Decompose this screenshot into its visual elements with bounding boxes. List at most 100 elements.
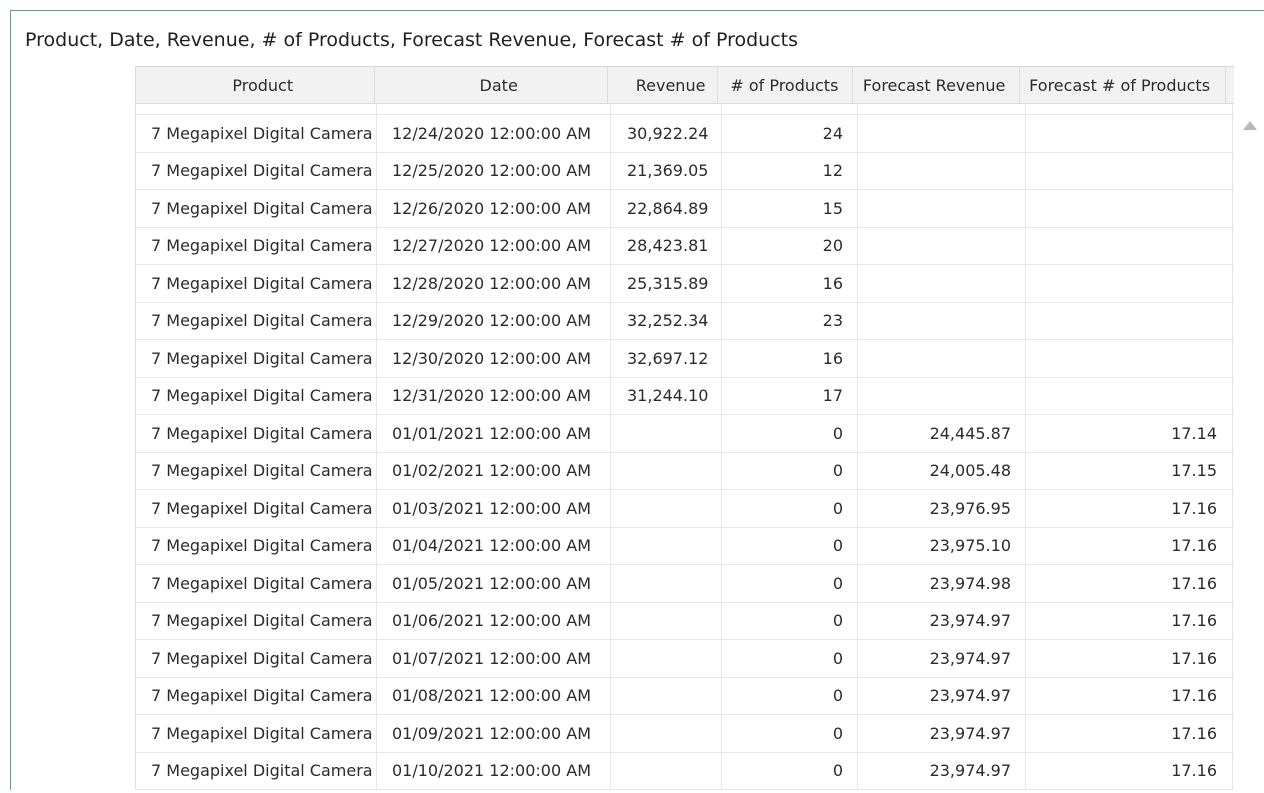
cell-date: 01/07/2021 12:00:00 AM (377, 640, 611, 677)
cell-date: 12/25/2020 12:00:00 AM (377, 152, 611, 189)
cell-revenue (611, 565, 722, 602)
cell-date: 12/27/2020 12:00:00 AM (377, 227, 611, 264)
cell-num-products: 0 (722, 602, 858, 639)
cell-revenue (611, 752, 722, 789)
cell-product: 7 Megapixel Digital Camera (136, 302, 377, 339)
cell-revenue (611, 527, 722, 564)
cell-forecast-num-products: 17.16 (1026, 565, 1233, 602)
cell-num-products: 20 (722, 227, 858, 264)
cell-forecast-revenue: 24,445.87 (858, 415, 1026, 452)
cell-forecast-revenue: 23,975.10 (858, 527, 1026, 564)
cell-date: 12/31/2020 12:00:00 AM (377, 377, 611, 414)
cell-num-products: 0 (722, 715, 858, 752)
cell-num-products: 0 (722, 527, 858, 564)
cell-product: 7 Megapixel Digital Camera (136, 340, 377, 377)
cell-revenue (611, 640, 722, 677)
cell-date: 12/29/2020 12:00:00 AM (377, 302, 611, 339)
cell-forecast-revenue (858, 190, 1026, 227)
cell-date: 01/06/2021 12:00:00 AM (377, 602, 611, 639)
cell-num-products: 16 (722, 265, 858, 302)
table-row[interactable]: 7 Megapixel Digital Camera 01/01/2021 12:… (135, 415, 1234, 453)
table-row[interactable]: 7 Megapixel Digital Camera 01/08/2021 12:… (135, 677, 1234, 715)
table-row[interactable]: 7 Megapixel Digital Camera 01/04/2021 12:… (135, 527, 1234, 565)
cell-date: 01/08/2021 12:00:00 AM (377, 677, 611, 714)
cell-product: 7 Megapixel Digital Camera (136, 115, 377, 152)
cell-date: 01/03/2021 12:00:00 AM (377, 490, 611, 527)
table-row[interactable]: 7 Megapixel Digital Camera 12/27/2020 12:… (135, 227, 1234, 265)
table-row[interactable]: 7 Megapixel Digital Camera 12/30/2020 12:… (135, 340, 1234, 378)
cell-num-products: 15 (722, 190, 858, 227)
table-row[interactable]: 7 Megapixel Digital Camera 12/28/2020 12:… (135, 265, 1234, 303)
cell-revenue: 32,697.12 (611, 340, 722, 377)
table-row[interactable]: 7 Megapixel Digital Camera 01/10/2021 12:… (135, 752, 1234, 790)
column-header-date[interactable]: Date (375, 67, 608, 103)
cell-num-products: 0 (722, 677, 858, 714)
table-row[interactable]: 7 Megapixel Digital Camera 12/26/2020 12:… (135, 190, 1234, 228)
cell-revenue (611, 490, 722, 527)
column-header-forecast-revenue[interactable]: Forecast Revenue (853, 67, 1021, 103)
table-header-row: Product Date Revenue # of Products Forec… (135, 66, 1234, 104)
cell-forecast-num-products (1026, 377, 1233, 414)
table-view-panel: Product, Date, Revenue, # of Products, F… (10, 10, 1264, 793)
cell-forecast-num-products: 17.16 (1026, 490, 1233, 527)
table-row[interactable]: 7 Megapixel Digital Camera 01/02/2021 12:… (135, 452, 1234, 490)
cell-date: 01/01/2021 12:00:00 AM (377, 415, 611, 452)
table-row[interactable]: 7 Megapixel Digital Camera 01/03/2021 12:… (135, 490, 1234, 528)
cell-revenue (611, 415, 722, 452)
cell-forecast-num-products: 17.16 (1026, 527, 1233, 564)
cell-forecast-revenue: 23,974.97 (858, 677, 1026, 714)
cell-revenue: 30,922.24 (611, 115, 722, 152)
table-row[interactable]: 7 Megapixel Digital Camera 01/06/2021 12:… (135, 602, 1234, 640)
cell-forecast-revenue (858, 302, 1026, 339)
cell-product: 7 Megapixel Digital Camera (136, 227, 377, 264)
column-header-revenue[interactable]: Revenue (608, 67, 719, 103)
table-row[interactable]: 7 Megapixel Digital Camera 12/31/2020 12:… (135, 377, 1234, 415)
cell-revenue (611, 715, 722, 752)
cell-num-products: 0 (722, 415, 858, 452)
table-row[interactable]: 7 Megapixel Digital Camera 01/05/2021 12:… (135, 565, 1234, 603)
cell-date: 01/04/2021 12:00:00 AM (377, 527, 611, 564)
cell-product: 7 Megapixel Digital Camera (136, 640, 377, 677)
table-row[interactable]: 7 Megapixel Digital Camera 12/29/2020 12:… (135, 302, 1234, 340)
column-header-forecast-num-products[interactable]: Forecast # of Products (1020, 67, 1227, 103)
cell-forecast-revenue: 23,974.97 (858, 715, 1026, 752)
cell-date: 12/28/2020 12:00:00 AM (377, 265, 611, 302)
cell-forecast-revenue: 23,974.98 (858, 565, 1026, 602)
cell-forecast-num-products: 17.16 (1026, 752, 1233, 789)
cell-revenue: 32,252.34 (611, 302, 722, 339)
table-row[interactable]: 7 Megapixel Digital Camera 01/09/2021 12:… (135, 715, 1234, 753)
table-partial-row (135, 104, 1234, 115)
cell-revenue: 21,369.05 (611, 152, 722, 189)
cell-forecast-num-products (1026, 115, 1233, 152)
cell-forecast-num-products (1026, 302, 1233, 339)
table-row[interactable]: 7 Megapixel Digital Camera 12/25/2020 12:… (135, 152, 1234, 190)
cell-revenue: 25,315.89 (611, 265, 722, 302)
table-row[interactable]: 7 Megapixel Digital Camera 12/24/2020 12:… (135, 115, 1234, 153)
cell-forecast-revenue (858, 227, 1026, 264)
triangle-up-icon[interactable] (1243, 121, 1257, 130)
cell-date: 01/02/2021 12:00:00 AM (377, 452, 611, 489)
cell-num-products: 24 (722, 115, 858, 152)
cell-num-products: 0 (722, 752, 858, 789)
cell-forecast-num-products: 17.15 (1026, 452, 1233, 489)
header-filler (1226, 67, 1234, 103)
cell-product: 7 Megapixel Digital Camera (136, 452, 377, 489)
cell-date: 01/05/2021 12:00:00 AM (377, 565, 611, 602)
panel-title: Product, Date, Revenue, # of Products, F… (25, 29, 799, 51)
cell-forecast-num-products: 17.14 (1026, 415, 1233, 452)
cell-forecast-revenue (858, 152, 1026, 189)
cell-product: 7 Megapixel Digital Camera (136, 152, 377, 189)
cell-num-products: 0 (722, 565, 858, 602)
cell-forecast-num-products (1026, 265, 1233, 302)
cell-forecast-num-products (1026, 340, 1233, 377)
table-row[interactable]: 7 Megapixel Digital Camera 01/07/2021 12:… (135, 640, 1234, 678)
vertical-scrollbar[interactable] (1234, 103, 1264, 793)
cell-forecast-revenue (858, 265, 1026, 302)
column-header-num-products[interactable]: # of Products (718, 67, 854, 103)
cell-num-products: 17 (722, 377, 858, 414)
cell-product: 7 Megapixel Digital Camera (136, 677, 377, 714)
cell-num-products: 12 (722, 152, 858, 189)
column-header-product[interactable]: Product (136, 67, 376, 103)
cell-forecast-num-products (1026, 227, 1233, 264)
cell-revenue: 31,244.10 (611, 377, 722, 414)
